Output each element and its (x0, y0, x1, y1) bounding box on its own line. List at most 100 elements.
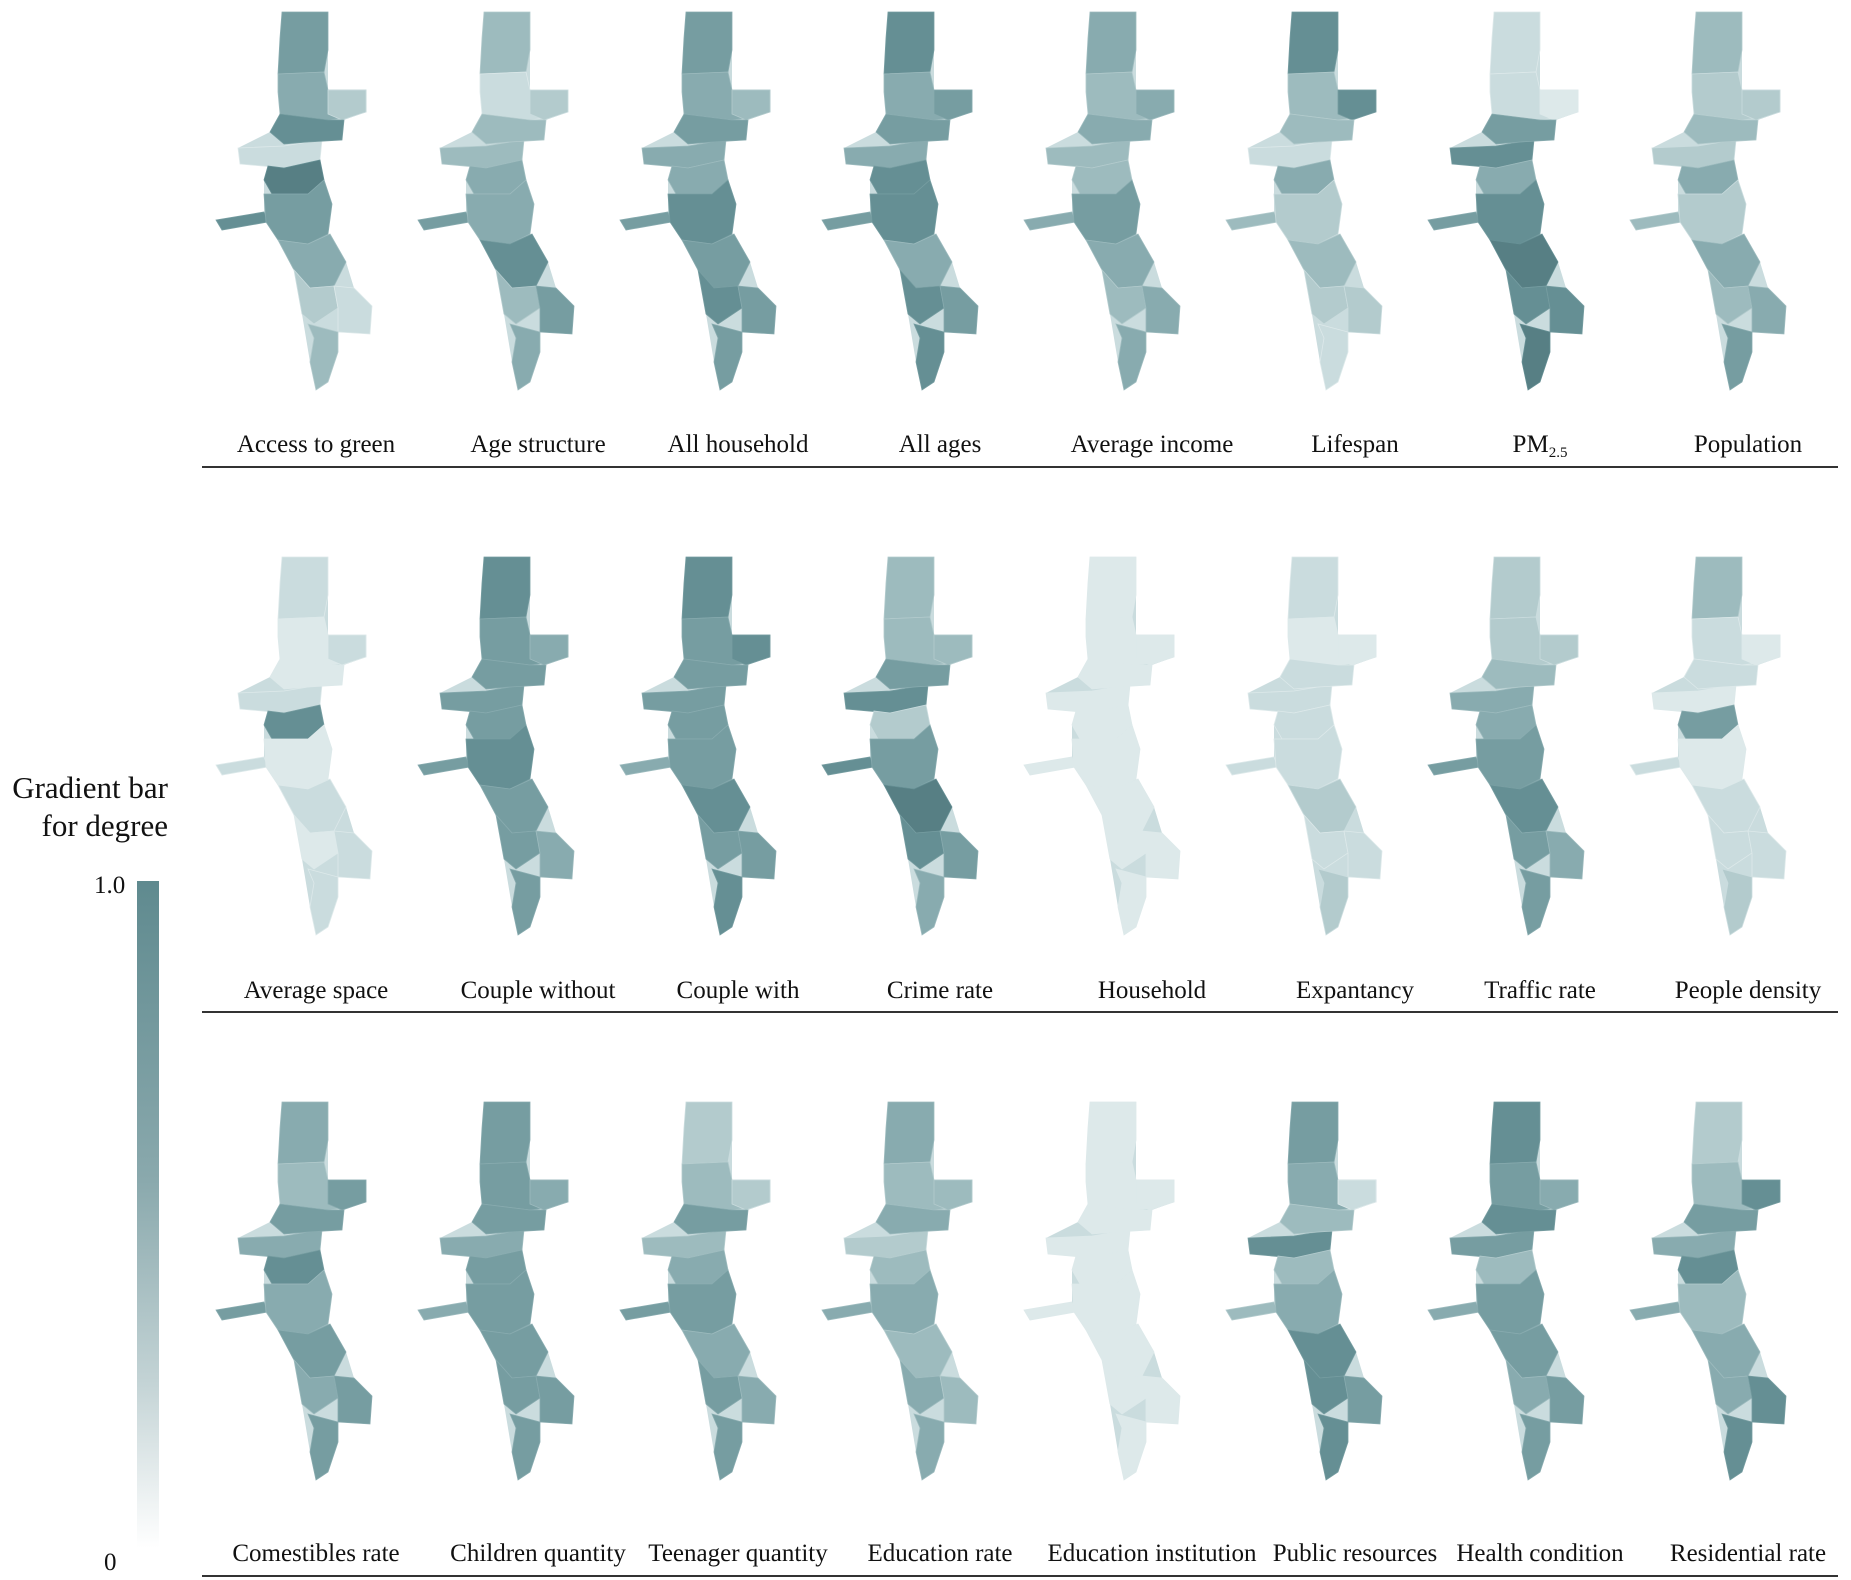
map-label: Household (1098, 977, 1206, 1005)
map-label-text: Teenager quantity (648, 1540, 828, 1567)
map-region (509, 1413, 541, 1481)
map-region (529, 634, 569, 666)
map-region (1077, 113, 1153, 145)
map-region (1677, 1269, 1747, 1335)
map-region (869, 724, 939, 790)
map-region (263, 724, 333, 790)
map-label: Expantancy (1296, 977, 1414, 1005)
map-region (1489, 1101, 1541, 1165)
map-label-text: Age structure (470, 431, 606, 458)
map-panel (1020, 553, 1230, 953)
map-label-text: Comestibles rate (232, 1540, 400, 1567)
map-panel (1626, 1098, 1836, 1498)
map-label: Teenager quantity (648, 1540, 827, 1568)
district-map (619, 556, 777, 936)
map-region (277, 11, 329, 75)
map-region (1273, 724, 1343, 790)
map-region (1545, 285, 1585, 335)
map-region (1317, 868, 1349, 936)
map-region (439, 684, 525, 714)
legend-title-line1: Gradient bar (12, 770, 168, 805)
map-panel (616, 553, 826, 953)
map-region (939, 1375, 979, 1425)
map-region (641, 139, 727, 169)
district-map (417, 556, 575, 936)
map-region (1247, 139, 1333, 169)
map-region (875, 1203, 951, 1235)
map-region (307, 868, 339, 936)
map-region (1337, 1179, 1377, 1211)
map-region (821, 211, 875, 231)
map-label-text: Population (1693, 431, 1803, 458)
district-map (619, 1101, 777, 1481)
map-region (1691, 233, 1761, 289)
map-panel (212, 553, 422, 953)
map-label: Public resources (1273, 1540, 1438, 1568)
map-region (1343, 830, 1383, 880)
district-map (821, 556, 979, 936)
map-region (439, 1229, 525, 1259)
map-panel (616, 8, 826, 408)
map-region (1481, 1203, 1557, 1235)
map-region (913, 323, 945, 391)
map-label-text: Traffic rate (1484, 977, 1596, 1004)
map-region (479, 556, 531, 620)
district-map (821, 1101, 979, 1481)
map-region (883, 1101, 935, 1165)
map-panel (1222, 1098, 1432, 1498)
map-region (711, 1413, 743, 1481)
map-region (307, 323, 339, 391)
map-region (731, 1179, 771, 1211)
map-region (1225, 211, 1279, 231)
map-label: Education rate (867, 1540, 1012, 1568)
district-map (1225, 556, 1383, 936)
map-region (681, 11, 733, 75)
district-map (1225, 11, 1383, 391)
map-region (509, 323, 541, 391)
map-region (1677, 724, 1747, 790)
map-panel (616, 1098, 826, 1498)
map-region (1481, 658, 1557, 690)
map-region (1721, 868, 1753, 936)
map-region (1023, 1301, 1077, 1321)
map-region (913, 1413, 945, 1481)
map-region (1539, 634, 1579, 666)
map-region (869, 1269, 939, 1335)
map-region (1427, 756, 1481, 776)
map-region (1279, 113, 1355, 145)
map-region (1427, 1301, 1481, 1321)
map-region (1141, 285, 1181, 335)
map-region (731, 89, 771, 121)
legend-min-label: 0 (104, 1549, 117, 1576)
map-region (471, 1203, 547, 1235)
map-region (263, 1269, 333, 1335)
map-region (821, 756, 875, 776)
map-region (1287, 11, 1339, 75)
map-panel (1424, 1098, 1634, 1498)
map-region (1085, 1101, 1137, 1165)
map-region (933, 1179, 973, 1211)
map-panel (212, 1098, 422, 1498)
map-region (1115, 323, 1147, 391)
map-region (417, 211, 471, 231)
map-region (641, 1229, 727, 1259)
map-region (1721, 323, 1753, 391)
row-divider (202, 1011, 1838, 1013)
map-region (641, 684, 727, 714)
map-region (1449, 139, 1535, 169)
map-label: Average income (1071, 431, 1234, 459)
district-map (1629, 556, 1787, 936)
map-region (1287, 556, 1339, 620)
map-label: Education institution (1047, 1540, 1256, 1568)
map-region (237, 139, 323, 169)
map-region (1077, 658, 1153, 690)
map-region (673, 113, 749, 145)
district-map (1629, 11, 1787, 391)
map-region (1691, 1101, 1743, 1165)
map-label-text: Couple without (460, 977, 616, 1004)
map-region (327, 89, 367, 121)
map-region (535, 285, 575, 335)
map-region (1071, 1269, 1141, 1335)
map-label: Health condition (1456, 1540, 1623, 1568)
map-region (1747, 1375, 1787, 1425)
